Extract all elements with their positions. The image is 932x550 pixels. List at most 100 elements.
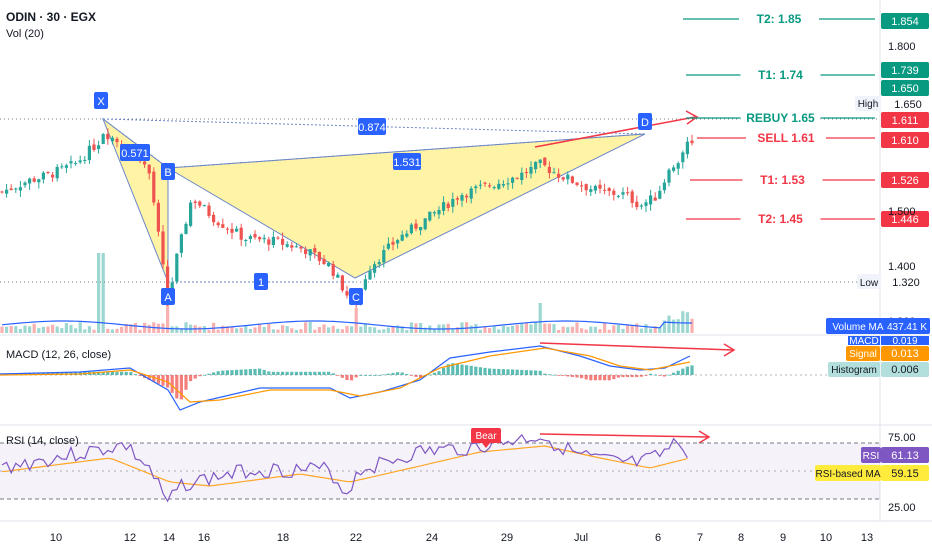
candle-body [41, 172, 45, 180]
volume-bar [78, 322, 82, 333]
volume-bar [110, 329, 114, 333]
candle-body [483, 182, 487, 184]
volume-bar [662, 320, 666, 333]
candle-body [428, 211, 432, 221]
histogram-bar [46, 372, 50, 375]
histogram-bar [152, 375, 156, 382]
candle-body [607, 188, 611, 191]
level-price-tag [881, 211, 929, 227]
high-value: 1.650 [894, 99, 922, 111]
bear-label [471, 428, 501, 443]
candle-body [281, 238, 285, 245]
candle-body [612, 190, 616, 195]
candle-body [225, 228, 229, 230]
candle-body [262, 237, 266, 240]
rsi-divergence-arrow [539, 433, 709, 438]
candle-body [575, 182, 579, 185]
volume-bar [492, 326, 496, 333]
histogram-bar [386, 373, 390, 375]
histogram-bar [672, 372, 676, 375]
candle-body [230, 228, 234, 233]
volume-bar [221, 325, 225, 333]
volume-bar [230, 326, 234, 333]
pattern-ratio [254, 273, 268, 290]
histogram-bar [175, 375, 179, 399]
candle-body [409, 224, 413, 234]
histogram-bar [465, 365, 469, 375]
candle-body [460, 195, 464, 201]
histogram-bar [354, 375, 358, 378]
histogram-bar [635, 375, 639, 378]
histogram-bar [368, 375, 372, 376]
candle-body [156, 202, 160, 232]
histogram-bar [662, 375, 666, 377]
candle-body [55, 167, 59, 179]
candle-body [465, 195, 469, 198]
volume-bar [225, 326, 229, 333]
candle-body [672, 167, 676, 171]
histogram-bar [28, 372, 32, 375]
histogram-bar [446, 364, 450, 375]
candle-body [630, 191, 634, 203]
level-label-bg [740, 212, 821, 226]
histogram-bar [639, 375, 643, 377]
volume-bar [92, 329, 96, 333]
histogram-bar [492, 368, 496, 375]
candle-body [639, 205, 643, 207]
level-price-tag [881, 62, 929, 78]
histogram-bar [110, 371, 114, 375]
volume-bar [386, 327, 390, 333]
candle-body [363, 279, 367, 290]
candle-body [681, 152, 685, 163]
candle-body [248, 236, 252, 240]
volume-bar [547, 323, 551, 333]
histogram-bar [363, 375, 367, 376]
candle-body [317, 252, 321, 261]
volume-bar [129, 324, 133, 333]
volume-bar [276, 329, 280, 333]
histogram-bar [552, 374, 556, 376]
volume-ma-line [1, 320, 692, 330]
candle-body [414, 223, 418, 229]
histogram-bar [359, 375, 363, 376]
candle-body [69, 161, 73, 164]
candle-body [46, 172, 50, 173]
volume-bar [681, 311, 685, 333]
volume-title: Vol (20) [6, 28, 44, 40]
histogram-bar [350, 375, 354, 381]
volume-bar [557, 330, 561, 333]
candle-body [290, 245, 294, 248]
signal-legend-label: Signal [849, 349, 877, 360]
histogram-bar [575, 375, 579, 378]
candle-body [299, 246, 303, 249]
volume-bar [538, 303, 542, 333]
histogram-bar [676, 370, 680, 375]
volume-bar [336, 328, 340, 333]
level-price-tag [881, 13, 929, 29]
candle-body [327, 263, 331, 267]
histogram-bar [649, 373, 653, 375]
candle-body [584, 184, 588, 191]
volume-bar [653, 326, 657, 333]
svg-text:1.611: 1.611 [892, 115, 919, 127]
histogram-bar [189, 375, 193, 382]
candle-body [78, 160, 82, 163]
macd-histogram [0, 363, 694, 400]
volume-bar [327, 327, 331, 333]
candle-body [566, 174, 570, 180]
histogram-bar [55, 372, 59, 375]
price-axis-label: 1.800 [888, 41, 916, 53]
histogram-bar [331, 373, 335, 375]
histogram-bar [626, 375, 630, 378]
candle-body [432, 212, 436, 214]
volume-bar [584, 329, 588, 333]
histogram-bar [133, 374, 137, 375]
candle-body [635, 201, 639, 208]
candle-body [5, 189, 9, 194]
candle-body [285, 244, 289, 247]
candle-body [221, 224, 225, 228]
volume-bar [115, 328, 119, 333]
volume-bar [593, 326, 597, 333]
price-axis-label: 1.400 [888, 261, 916, 273]
